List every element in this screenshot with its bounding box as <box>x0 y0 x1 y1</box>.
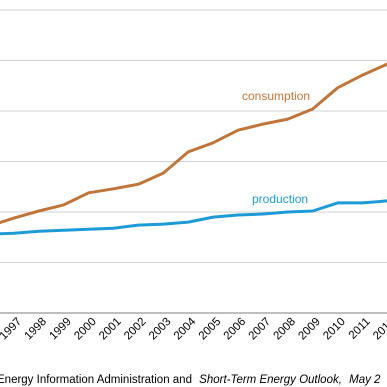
x-tick-label: 2006 <box>222 316 249 343</box>
x-tick-label: 1998 <box>22 316 49 343</box>
series-label: consumption <box>242 89 310 103</box>
x-tick-label: 2005 <box>197 316 224 343</box>
x-tick-label: 2007 <box>247 316 274 343</box>
x-tick-label: 2001 <box>97 316 124 343</box>
x-tick-label: 2000 <box>72 316 99 343</box>
x-tick-label: 2009 <box>296 316 323 343</box>
x-tick-label: 2004 <box>172 315 199 342</box>
source-note: Energy Information Administration and Sh… <box>0 374 381 386</box>
x-tick-label: 2011 <box>347 316 373 342</box>
x-tick-label: 2012 <box>371 316 387 343</box>
x-tick-label: 2003 <box>147 316 174 343</box>
x-tick-label: 2008 <box>271 316 298 343</box>
x-tick-label: 1999 <box>47 316 74 343</box>
x-tick-label: 2002 <box>122 316 149 343</box>
plot: 1996199719981999200020012002200320042005… <box>0 62 387 343</box>
x-tick-label: 1997 <box>0 316 24 343</box>
series-label: production <box>252 192 308 206</box>
source-prefix: Energy Information Administration and <box>0 374 192 386</box>
series-line <box>0 199 387 236</box>
source-italic: Short-Term Energy Outlook, <box>199 374 342 386</box>
source-suffix: May 2 <box>349 374 381 386</box>
series-line <box>0 62 387 225</box>
x-tick-label: 2010 <box>321 316 348 343</box>
